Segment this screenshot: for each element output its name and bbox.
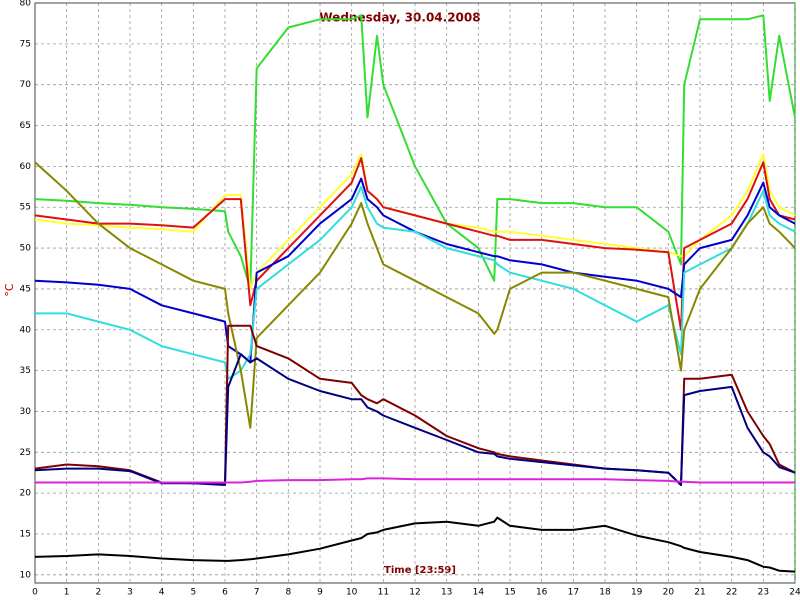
y-axis-label: °C [3, 283, 16, 297]
x-tick-label: 13 [441, 588, 452, 598]
y-tick-label: 40 [20, 325, 32, 335]
x-tick-label: 6 [222, 588, 228, 598]
y-tick-label: 50 [20, 244, 32, 254]
x-tick-label: 5 [190, 588, 196, 598]
y-tick-label: 60 [20, 162, 32, 172]
x-tick-label: 23 [758, 588, 769, 598]
x-tick-label: 2 [95, 588, 101, 598]
x-tick-label: 14 [473, 588, 485, 598]
series-line [34, 14, 796, 290]
series-line [34, 161, 796, 429]
series-line [34, 177, 796, 364]
x-tick-label: 4 [159, 588, 165, 598]
series-line [34, 157, 796, 331]
x-tick-label: 11 [378, 588, 389, 598]
x-tick-label: 12 [409, 588, 420, 598]
y-tick-label: 20 [20, 489, 32, 499]
y-tick-label: 70 [20, 80, 32, 90]
x-tick-label: 20 [663, 588, 675, 598]
x-tick-label: 1 [64, 588, 70, 598]
series-line [35, 477, 795, 484]
x-tick-label: 0 [32, 588, 38, 598]
x-tick-label: 16 [536, 588, 548, 598]
x-tick-label: 15 [504, 588, 515, 598]
y-tick-label: 35 [20, 366, 31, 376]
y-tick-label: 55 [20, 203, 31, 213]
x-tick-label: 9 [317, 588, 323, 598]
x-tick-label: 19 [631, 588, 643, 598]
x-tick-label: 10 [346, 588, 358, 598]
x-axis-label: Time [23:59] [384, 565, 456, 576]
y-tick-label: 65 [20, 121, 31, 131]
x-tick-label: 17 [568, 588, 579, 598]
x-tick-label: 3 [127, 588, 133, 598]
x-tick-label: 21 [694, 588, 705, 598]
x-tick-label: 22 [726, 588, 737, 598]
series-line [35, 185, 796, 380]
series-line [34, 353, 796, 486]
x-tick-label: 18 [599, 588, 611, 598]
y-tick-label: 80 [20, 0, 32, 9]
series-line [34, 516, 796, 573]
y-tick-label: 45 [20, 284, 31, 294]
y-tick-label: 25 [20, 448, 31, 458]
x-tick-label: 7 [254, 588, 260, 598]
y-tick-label: 30 [20, 407, 32, 417]
x-tick-label: 8 [285, 588, 291, 598]
x-tick-label: 24 [789, 588, 800, 598]
y-tick-label: 75 [20, 39, 31, 49]
y-tick-label: 10 [20, 570, 32, 580]
chart-title: Wednesday, 30.04.2008 [319, 11, 480, 25]
y-tick-label: 15 [20, 529, 31, 539]
